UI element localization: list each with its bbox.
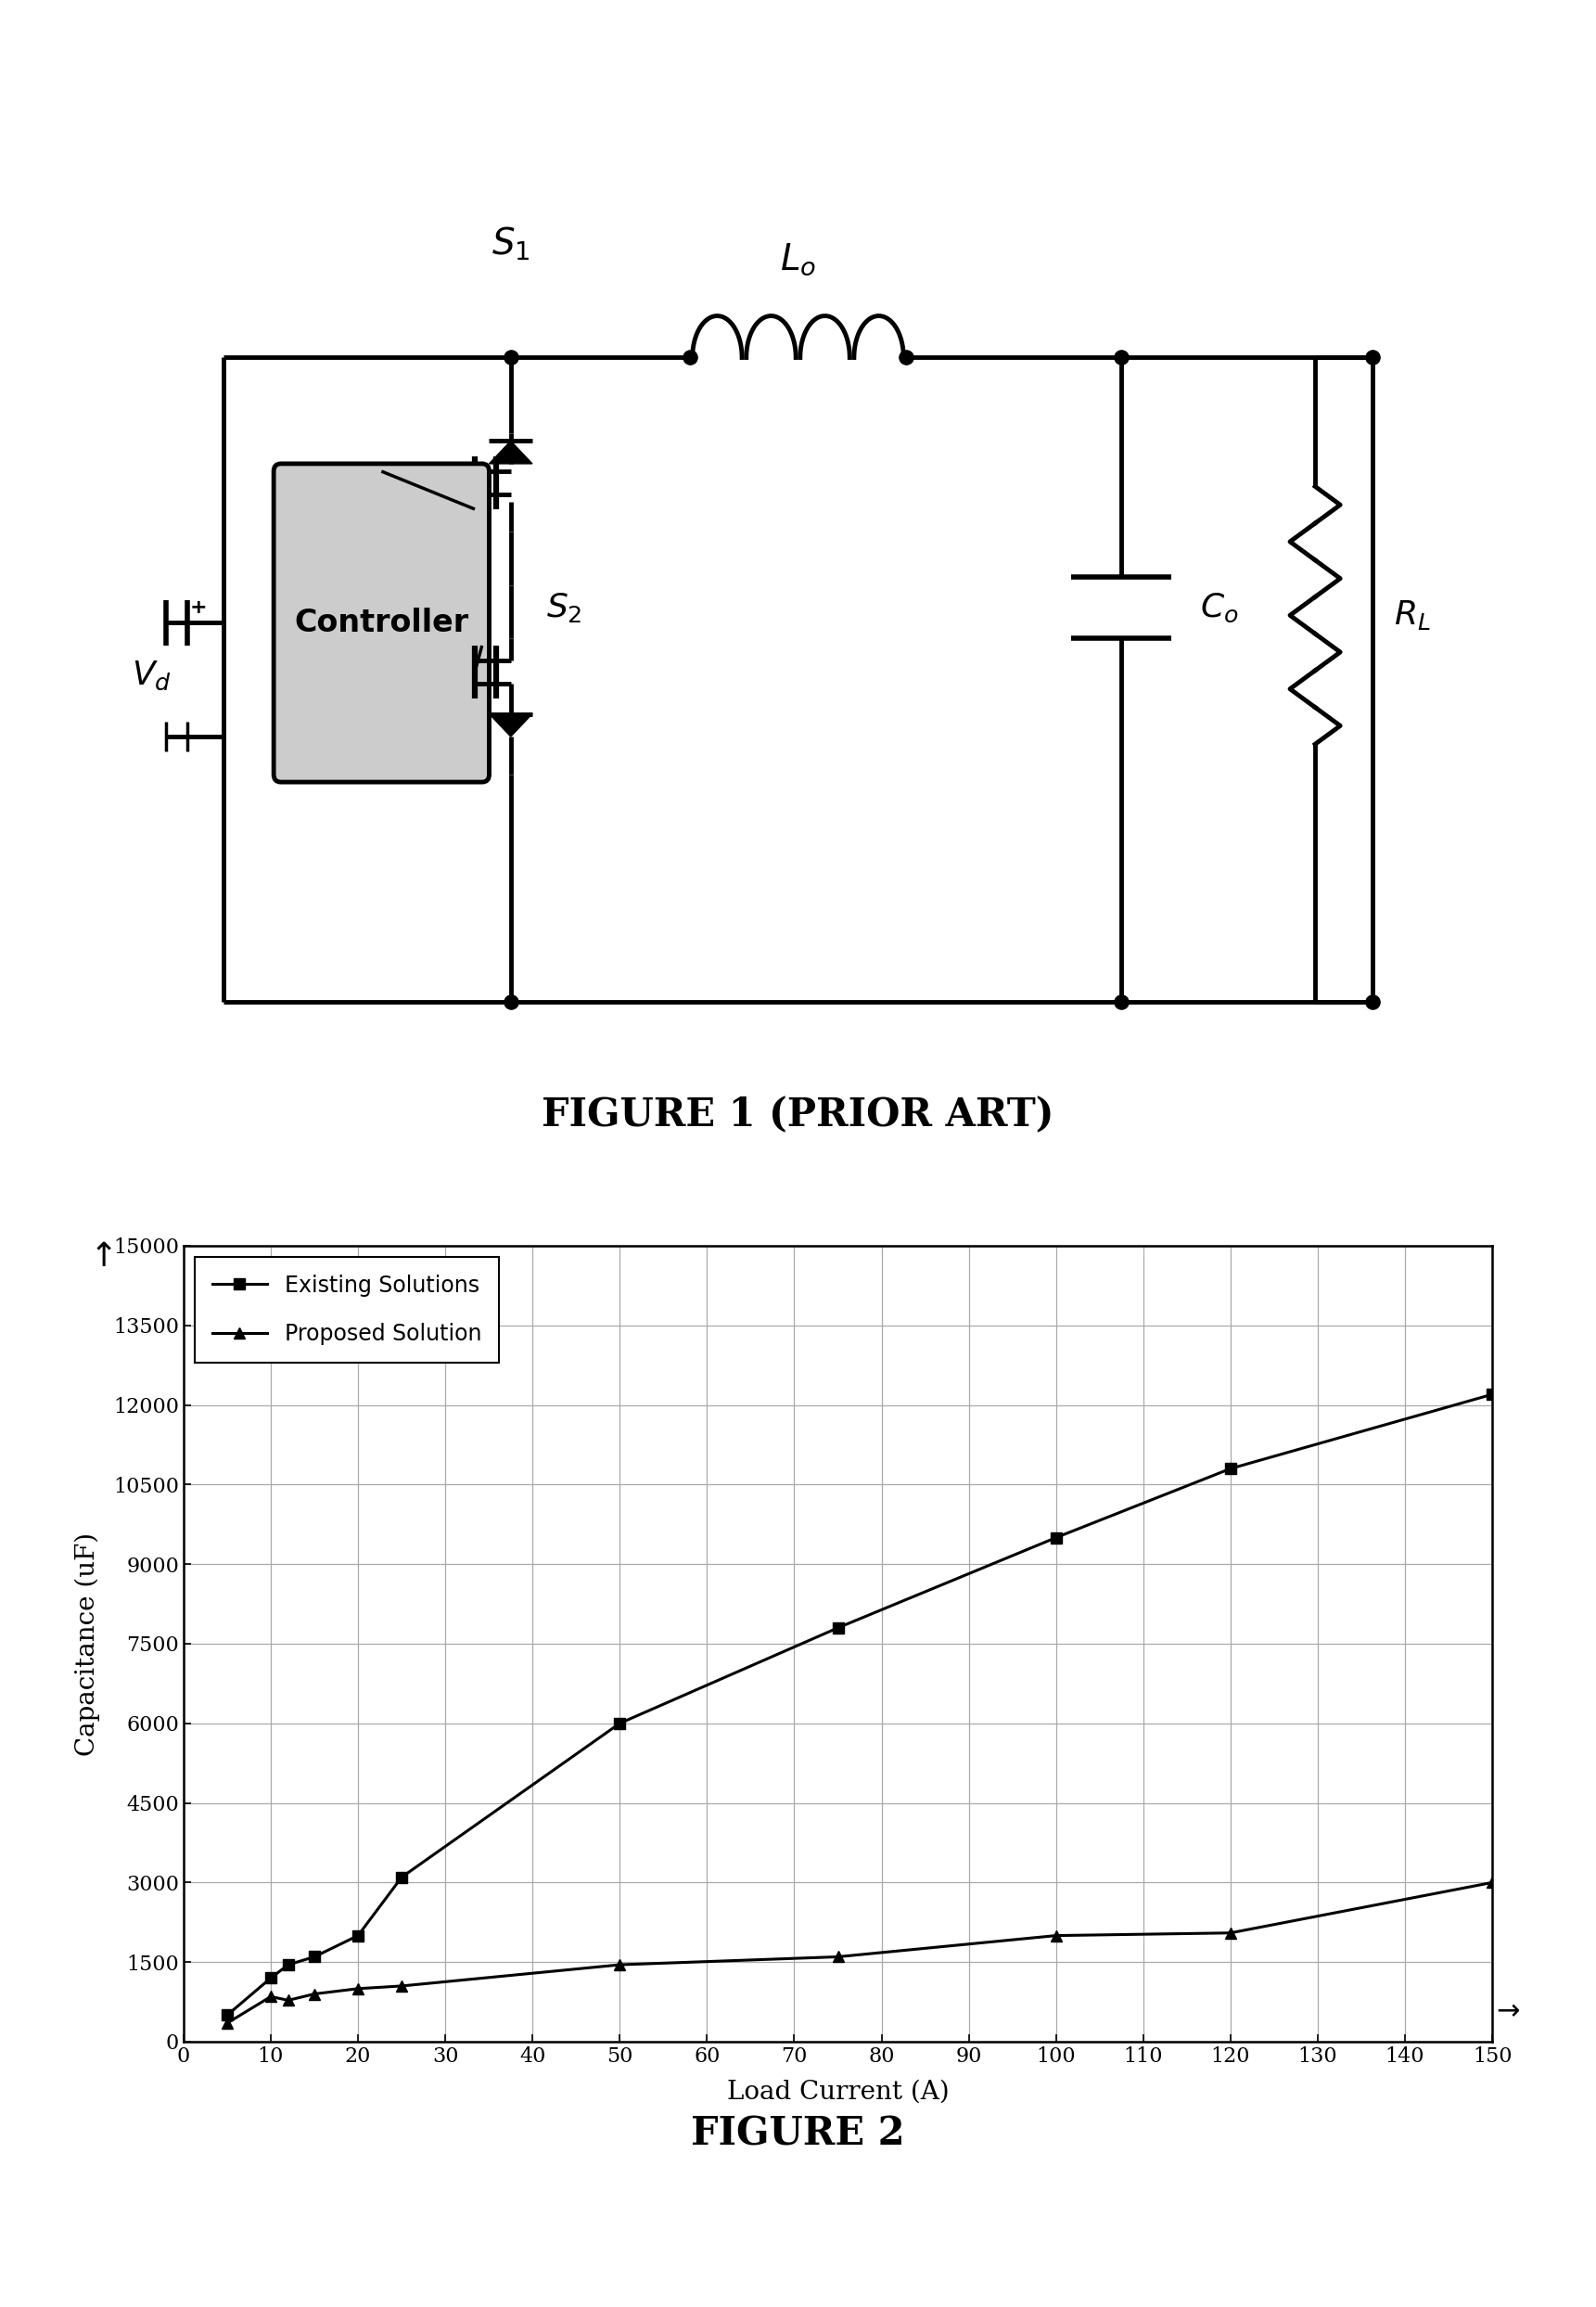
Text: FIGURE 2: FIGURE 2 [691, 2116, 905, 2152]
Existing Solutions [1047, 1525, 1066, 1553]
Text: $V_d$: $V_d$ [132, 660, 171, 692]
Text: FIGURE 1 (PRIOR ART): FIGURE 1 (PRIOR ART) [541, 1096, 1055, 1135]
Text: $S_1$: $S_1$ [492, 226, 530, 263]
Proposed Solution [348, 1975, 367, 2002]
X-axis label: Load Current (A): Load Current (A) [726, 2079, 950, 2104]
Text: $C_o$: $C_o$ [1200, 591, 1238, 625]
Point [894, 339, 919, 376]
Proposed Solution [1483, 1869, 1502, 1896]
Existing Solutions [305, 1942, 324, 1970]
Proposed Solution [217, 2009, 236, 2037]
Proposed Solution [610, 1952, 629, 1979]
Proposed Solution [305, 1979, 324, 2007]
Text: +: + [190, 598, 207, 616]
Legend: Existing Solutions, Proposed Solution: Existing Solutions, Proposed Solution [195, 1257, 500, 1363]
Point [1360, 339, 1385, 376]
Point [1360, 983, 1385, 1020]
Existing Solutions [1483, 1380, 1502, 1407]
Existing Solutions [1221, 1456, 1240, 1483]
Text: $L_o$: $L_o$ [780, 242, 816, 277]
Proposed Solution [393, 1972, 412, 2000]
Existing Solutions [393, 1864, 412, 1892]
Y-axis label: Capacitance (uF): Capacitance (uF) [75, 1532, 101, 1756]
Point [498, 339, 523, 376]
Proposed Solution [1047, 1922, 1066, 1949]
Proposed Solution [1221, 1919, 1240, 1947]
Existing Solutions [217, 2000, 236, 2030]
Existing Solutions [348, 1922, 367, 1949]
Point [498, 983, 523, 1020]
Text: Controller: Controller [294, 607, 469, 639]
Text: $R_L$: $R_L$ [1395, 598, 1432, 632]
Text: $S_2$: $S_2$ [546, 591, 583, 625]
Text: ↑: ↑ [89, 1241, 118, 1273]
Polygon shape [490, 441, 533, 464]
Existing Solutions [828, 1615, 847, 1643]
Line: Proposed Solution: Proposed Solution [222, 1876, 1499, 2028]
Point [1108, 983, 1133, 1020]
Proposed Solution [279, 1986, 298, 2014]
Polygon shape [490, 713, 533, 736]
Existing Solutions [610, 1709, 629, 1737]
Proposed Solution [262, 1982, 281, 2009]
Existing Solutions [279, 1952, 298, 1979]
Proposed Solution [828, 1942, 847, 1970]
Existing Solutions [262, 1963, 281, 1991]
Text: →: → [1497, 1998, 1519, 2026]
Point [1108, 339, 1133, 376]
Point [677, 339, 702, 376]
FancyBboxPatch shape [275, 464, 488, 782]
Line: Existing Solutions: Existing Solutions [222, 1389, 1499, 2021]
